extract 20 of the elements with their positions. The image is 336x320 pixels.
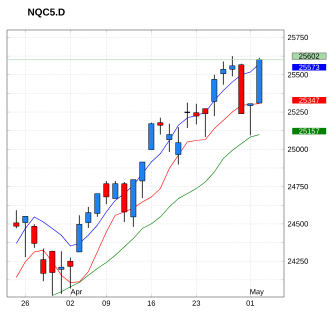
candlestick	[112, 180, 118, 199]
candlestick	[184, 102, 191, 128]
candlestick	[247, 103, 254, 136]
chart-title: NQC5.D	[28, 8, 65, 18]
candlestick	[31, 224, 38, 248]
candlestick	[157, 117, 164, 135]
candlestick	[13, 210, 20, 229]
candlestick	[139, 162, 146, 198]
candlestick	[94, 193, 100, 218]
candlestick	[166, 123, 172, 152]
candlestick	[229, 56, 236, 77]
candlestick	[22, 216, 28, 258]
candlestick	[85, 206, 92, 228]
candlestick	[211, 74, 218, 116]
candlestick	[193, 103, 200, 125]
candlestick	[103, 180, 110, 205]
candlestick	[175, 126, 182, 165]
candlestick	[220, 61, 226, 86]
candlestick	[58, 250, 64, 294]
candlestick	[202, 108, 208, 138]
